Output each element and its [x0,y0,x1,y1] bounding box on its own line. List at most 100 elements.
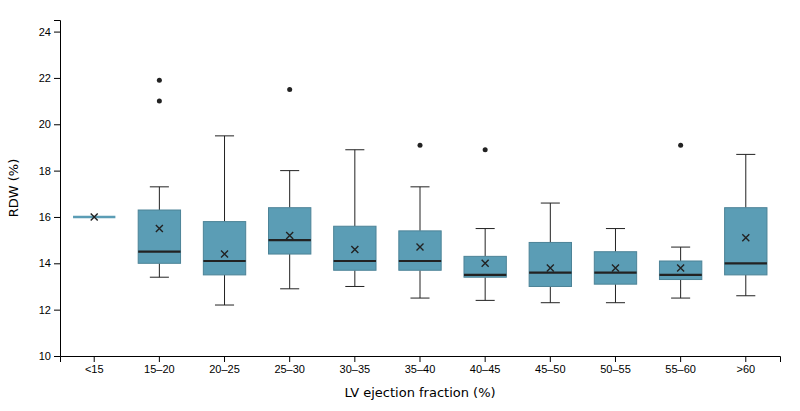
x-tick-mark [354,356,355,362]
lower-whisker [354,270,355,286]
box [529,242,571,286]
mean-marker [351,246,358,253]
x-axis-line [61,357,781,363]
box [725,208,767,275]
box-group [334,150,376,287]
y-tick-label: 24 [39,26,51,38]
flier [678,143,683,148]
lower-cap [671,298,690,299]
x-tick: 45–50 [535,356,566,375]
lower-cap [215,305,234,306]
box-group [269,87,311,289]
x-tick-label: <15 [85,363,104,375]
upper-whisker [615,229,616,252]
x-axis: <1515–2020–2525–3030–3535–4040–4545–5050… [61,356,781,375]
mean-marker [91,213,98,220]
box [464,256,506,277]
x-tick-label: 45–50 [535,363,566,375]
y-tick: 20 [39,118,60,130]
mean-marker [156,225,163,232]
x-tick-label: >60 [736,363,755,375]
y-axis-line [54,21,61,357]
x-tick: >60 [736,356,755,375]
y-tick: 16 [39,211,60,223]
y-tick-label: 18 [39,165,51,177]
box-group [399,143,441,298]
median [529,271,571,273]
lower-whisker [615,284,616,303]
mean-marker [417,244,424,251]
lower-cap [606,302,625,303]
flier [287,87,292,92]
upper-whisker [289,171,290,208]
x-tick-label: 55–60 [665,363,696,375]
lower-whisker [745,275,746,296]
lower-whisker [224,275,225,305]
x-tick-label: 40–45 [470,363,501,375]
y-tick: 18 [39,165,60,177]
x-tick-label: 20–25 [209,363,240,375]
y-tick-label: 16 [39,211,51,223]
box-group [203,136,245,305]
lower-cap [150,277,169,278]
upper-cap [215,135,234,136]
lower-whisker [550,286,551,302]
upper-cap [150,186,169,187]
boxes [73,78,767,305]
x-tick-mark [420,356,421,362]
lower-cap [476,300,495,301]
x-tick-mark [615,356,616,362]
y-tick-mark [54,171,60,172]
mean-marker [221,251,228,258]
x-tick-mark [224,356,225,362]
box-group [73,213,115,220]
upper-whisker [159,187,160,210]
mean-marker [286,232,293,239]
chart: 1012141618202224<1515–2020–2525–3030–353… [0,0,800,411]
y-tick-mark [54,263,60,264]
y-tick-mark [54,32,60,33]
box [594,252,636,284]
box [659,261,701,280]
upper-cap [606,228,625,229]
lower-whisker [485,277,486,300]
upper-whisker [680,247,681,261]
box [334,226,376,270]
upper-cap [541,203,560,204]
x-tick: 40–45 [470,356,501,375]
upper-whisker [420,187,421,231]
median [203,260,245,262]
y-tick-mark [54,217,60,218]
x-tick-mark [680,356,681,362]
x-tick: 25–30 [274,356,305,375]
upper-cap [345,149,364,150]
median [269,239,311,241]
x-axis-title: LV ejection fraction (%) [344,385,495,400]
upper-cap [280,170,299,171]
x-tick-mark [550,356,551,362]
box-group [659,143,701,298]
x-tick: 50–55 [600,356,631,375]
flier [157,99,162,104]
upper-cap [410,186,429,187]
x-tick: 30–35 [340,356,371,375]
y-axis-title: RDW (%) [6,159,21,218]
lower-cap [345,286,364,287]
flier [157,78,162,83]
x-tick: 35–40 [405,356,436,375]
y-tick-mark [54,356,60,357]
y-tick: 12 [39,304,60,316]
y-tick-label: 20 [39,118,51,130]
box [269,208,311,254]
mean-marker [612,264,619,271]
y-tick-label: 12 [39,304,51,316]
x-tick-label: 50–55 [600,363,631,375]
lower-cap [410,298,429,299]
x-tick-mark [159,356,160,362]
x-tick-mark [745,356,746,362]
median [659,274,701,276]
lower-cap [541,302,560,303]
lower-whisker [420,270,421,298]
lower-cap [736,295,755,296]
median [594,271,636,273]
